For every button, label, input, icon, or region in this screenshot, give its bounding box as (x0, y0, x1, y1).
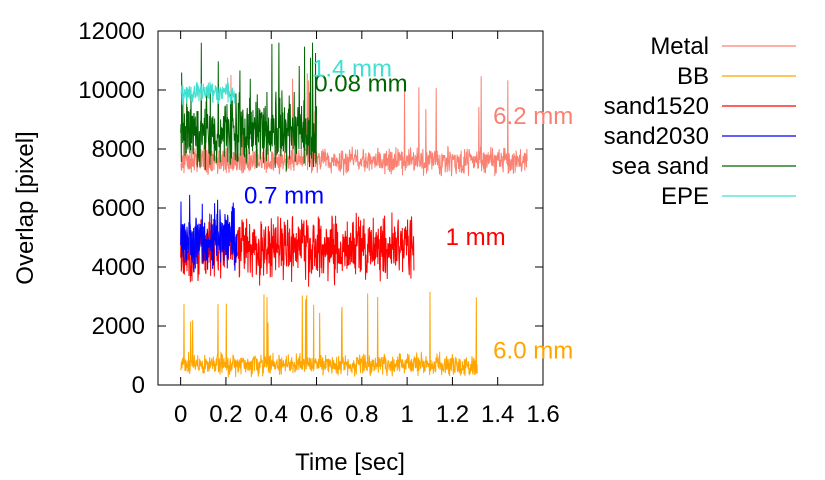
series-EPE-line (180, 77, 236, 105)
x-tick-label: 1 (400, 401, 413, 428)
x-tick-label: 0.4 (255, 401, 288, 428)
y-tick-label: 4000 (92, 254, 145, 281)
annotations: 6.2 mm 6.0 mm 1 mm 0.7 mm 0.08 mm1.4 mm (244, 56, 573, 365)
x-axis-label: Time [sec] (295, 449, 405, 476)
y-axis-label: Overlap [pixel] (12, 131, 39, 284)
annotation-EPE: 1.4 mm (312, 56, 392, 83)
y-tick-label: 10000 (78, 77, 145, 104)
legend-label: sea sand (612, 153, 709, 180)
y-tick-label: 12000 (78, 18, 145, 45)
series-layer (180, 42, 528, 378)
series-sand1520-line (180, 212, 415, 287)
annotation-sand2030: 0.7 mm (244, 183, 324, 210)
annotation-sand1520: 1 mm (446, 224, 506, 251)
legend-label: sand2030 (604, 123, 709, 150)
series-sand2030-line (180, 194, 238, 273)
annotation-BB: 6.0 mm (493, 337, 573, 364)
legend: Metal BB sand1520 sand2030 sea sand EPE (604, 33, 796, 210)
x-tick-label: 1.4 (481, 401, 514, 428)
legend-label: BB (677, 63, 709, 90)
legend-label: EPE (661, 183, 709, 210)
annotation-Metal: 6.2 mm (493, 103, 573, 130)
annotation-sea-sand: 0.08 mm (314, 70, 407, 97)
y-tick-label: 6000 (92, 195, 145, 222)
series-sea-sand-line (180, 42, 318, 171)
y-tick-label: 0 (132, 372, 145, 399)
x-tick-label: 1.2 (436, 401, 469, 428)
x-tick-label: 0 (174, 401, 187, 428)
x-tick-label: 0.8 (345, 401, 378, 428)
series-BB-line (180, 291, 478, 378)
x-tick-label: 0.6 (300, 401, 333, 428)
y-tick-label: 8000 (92, 136, 145, 163)
x-tick-label: 0.2 (209, 401, 242, 428)
y-tick-label: 2000 (92, 313, 145, 340)
y-axis: 0 2000 4000 6000 8000 10000 12000 (78, 18, 543, 399)
x-tick-label: 1.6 (526, 401, 559, 428)
legend-label: sand1520 (604, 93, 709, 120)
x-axis: 0 0.2 0.4 0.6 0.8 1 1.2 1.4 1.6 (174, 31, 560, 428)
legend-label: Metal (650, 33, 709, 60)
